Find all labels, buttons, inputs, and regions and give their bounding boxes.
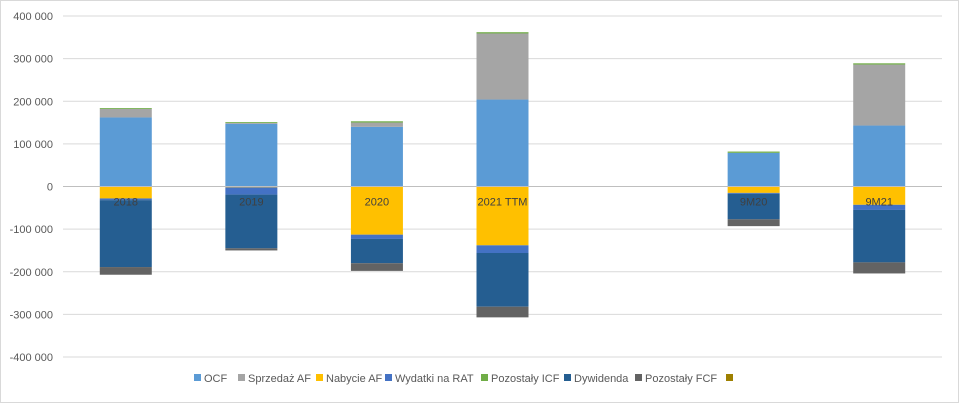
- legend-label: Nabycie AF: [326, 373, 383, 385]
- bar-dywidenda-2021 TTM: [476, 252, 529, 307]
- bar-pozosta-y-fcf-2019: [225, 248, 278, 251]
- y-tick-label: -200 000: [10, 267, 53, 279]
- bar-sprzeda-af-2020: [350, 122, 403, 127]
- bar-ocf-2019: [225, 123, 278, 187]
- bar-pozosta-y-icf-2018: [99, 108, 152, 109]
- bar-pozosta-y-icf-9M20: [727, 151, 780, 153]
- bar-dywidenda-9M20: [727, 193, 780, 220]
- bar-wydatki-na-rat-2018: [99, 198, 152, 201]
- bar-dywidenda-2018: [99, 200, 152, 268]
- y-tick-label: 200 000: [13, 96, 53, 108]
- axes: 400 000 300 000 200 000 100 000 0 -100 000 -20…: [10, 11, 942, 364]
- y-tick-label: -100 000: [10, 224, 53, 236]
- bar-pozosta-y-fcf-2021 TTM: [476, 306, 529, 318]
- category-label: 9M21: [865, 197, 893, 209]
- legend-swatch: [726, 374, 733, 381]
- category-label: 2019: [239, 197, 263, 209]
- bar-ocf-9M21: [853, 125, 906, 187]
- bar-sprzeda-af-2018: [99, 108, 152, 118]
- legend-swatch: [481, 374, 488, 381]
- legend-swatch: [316, 374, 323, 381]
- bar-ocf-2021 TTM: [476, 99, 529, 187]
- bar-wydatki-na-rat-2020: [350, 234, 403, 239]
- y-tick-label: -400 000: [10, 352, 53, 364]
- bar-wydatki-na-rat-9M20: [727, 192, 780, 194]
- legend-label: Sprzedaż AF: [248, 373, 311, 385]
- bar-pozosta-y-icf-2019: [225, 122, 278, 123]
- legend-swatch: [238, 374, 245, 381]
- bar-nabycie-af-2020: [350, 186, 403, 235]
- category-label: 2021 TTM: [478, 197, 528, 209]
- bar-pozosta-y-fcf-2020: [350, 263, 403, 271]
- bar-wydatki-na-rat-2019: [225, 187, 278, 195]
- bar-nabycie-af-9M20: [727, 186, 780, 193]
- legend-swatch: [385, 374, 392, 381]
- bar-sprzeda-af-9M21: [853, 64, 906, 126]
- y-tick-label: -300 000: [10, 309, 53, 321]
- y-tick-label: 400 000: [13, 11, 53, 23]
- bar-pozosta-y-icf-9M21: [853, 63, 906, 65]
- legend-swatch: [194, 374, 201, 381]
- bar-dywidenda-9M21: [853, 209, 906, 263]
- bar-nabycie-af-9M21: [853, 186, 906, 205]
- bar-pozosta-y-icf-2021 TTM: [476, 32, 529, 34]
- legend-swatch: [635, 374, 642, 381]
- bar-pozosta-y-icf-2020: [350, 121, 403, 123]
- category-label: 2020: [365, 197, 389, 209]
- category-label: 2018: [114, 197, 138, 209]
- bar-pozosta-y-fcf-9M20: [727, 219, 780, 227]
- bar-wydatki-na-rat-9M21: [853, 204, 906, 210]
- bar-pozosta-y-fcf-2018: [99, 267, 152, 275]
- bars: [99, 32, 906, 318]
- category-label: 9M20: [740, 197, 768, 209]
- y-tick-label: 100 000: [13, 139, 53, 151]
- y-tick-label: 0: [47, 182, 53, 194]
- legend-label: Pozostały FCF: [645, 373, 717, 385]
- legend-label: Dywidenda: [574, 373, 629, 385]
- legend-label: Wydatki na RAT: [395, 373, 474, 385]
- bar-ocf-9M20: [727, 152, 780, 187]
- legend-label: OCF: [204, 373, 228, 385]
- bar-dywidenda-2019: [225, 194, 278, 249]
- y-tick-label: 300 000: [13, 54, 53, 66]
- bar-sprzeda-af-2021 TTM: [476, 33, 529, 100]
- legend: OCF Sprzedaż AF Nabycie AF Wydatki na RAT Po…: [194, 373, 733, 385]
- bar-dywidenda-2020: [350, 238, 403, 264]
- bar-pozosta-y-fcf-9M21: [853, 262, 906, 274]
- bar-nabycie-af-2018: [99, 186, 152, 199]
- bar-ocf-2020: [350, 126, 403, 187]
- category-labels: 2018 2019 2020 2021 TTM 9M20 9M21: [114, 197, 893, 209]
- bar-wydatki-na-rat-2021 TTM: [476, 245, 529, 253]
- legend-label: Pozostały ICF: [491, 373, 560, 385]
- legend-swatch: [564, 374, 571, 381]
- bar-ocf-2018: [99, 117, 152, 187]
- bar-nabycie-af-2021 TTM: [476, 186, 529, 246]
- bar-sprzeda-af-2019: [225, 122, 278, 124]
